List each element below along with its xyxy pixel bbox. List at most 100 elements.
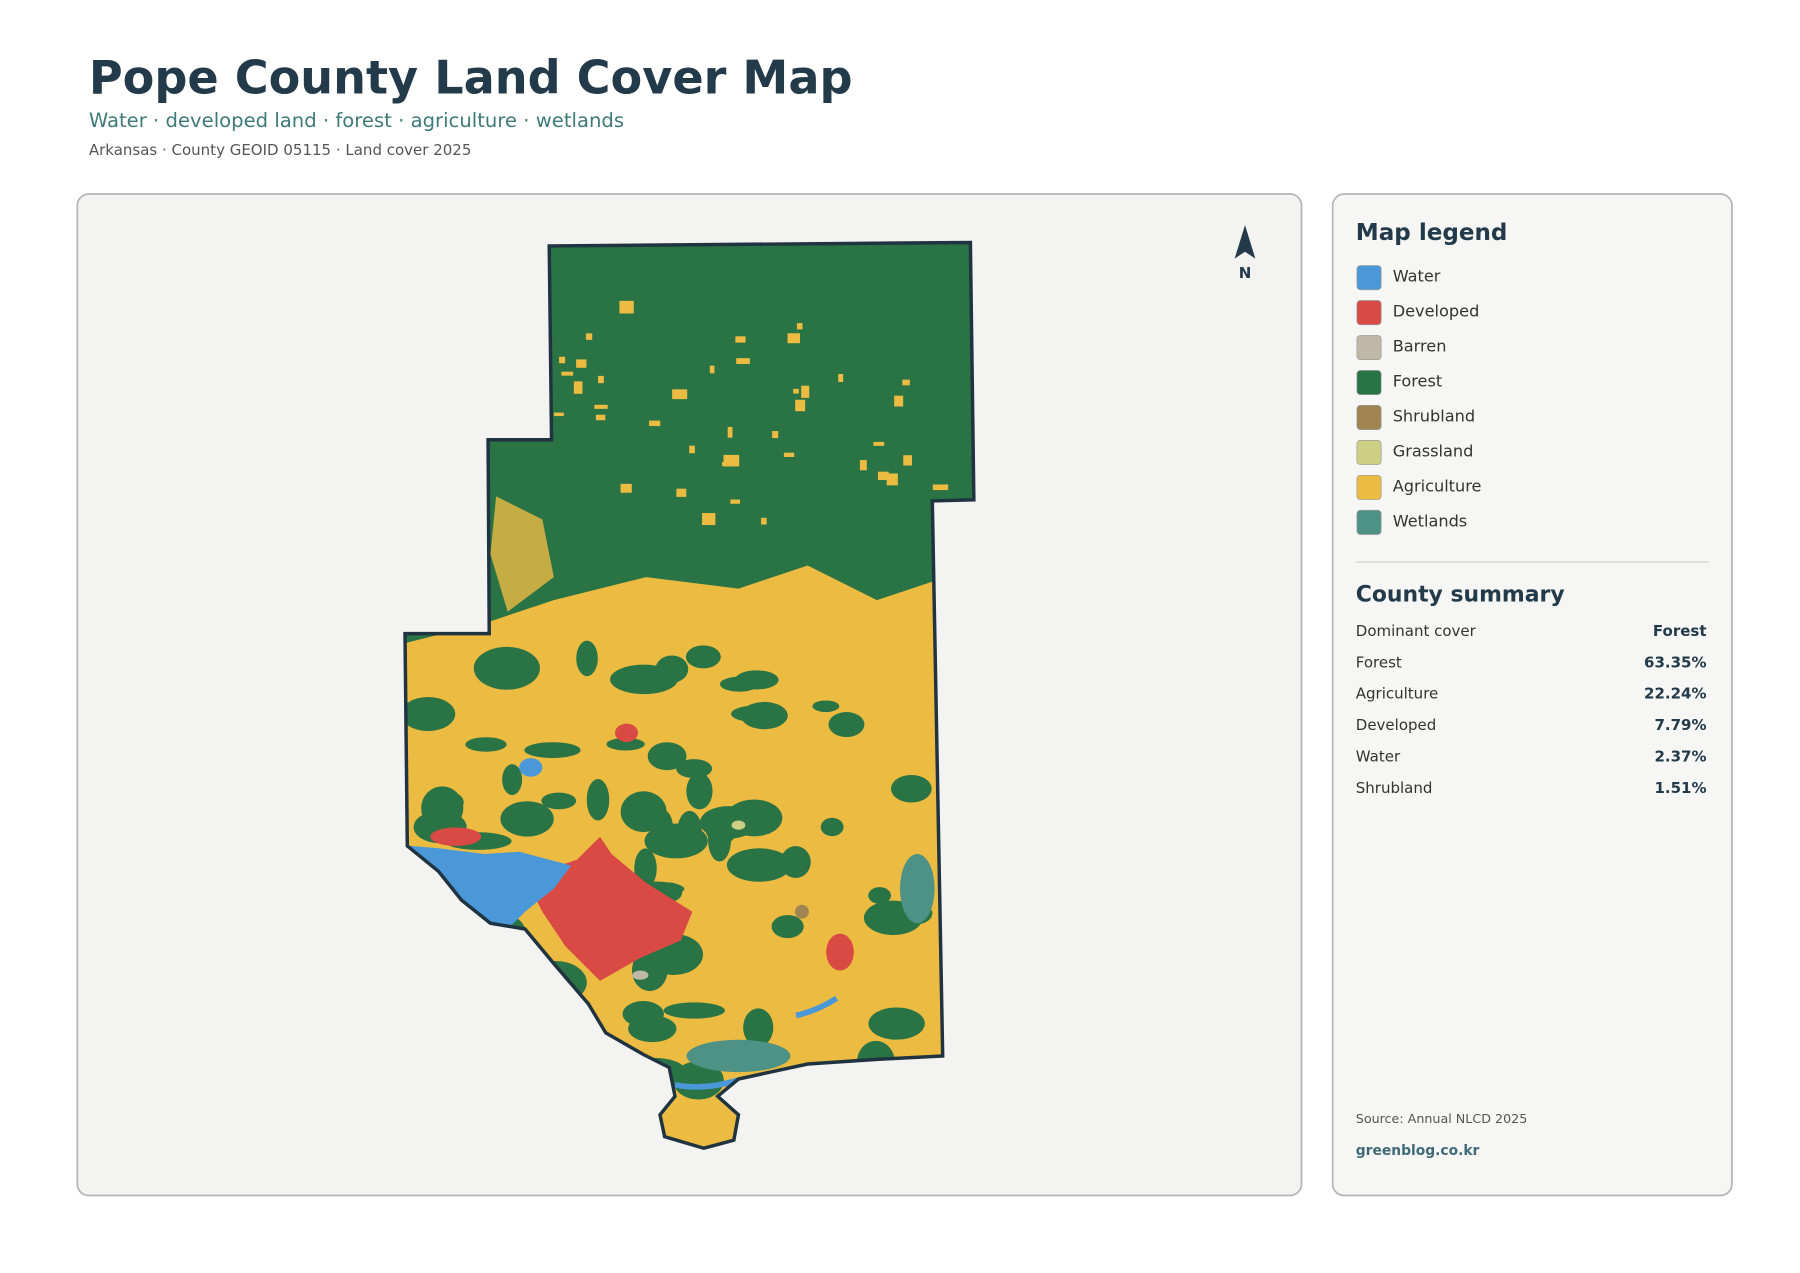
legend-label: Developed [1393,302,1480,321]
forest-patch [868,887,892,904]
summary-title: County summary [1356,582,1565,607]
forest-patch [606,737,645,751]
forest-patch [725,799,783,837]
legend-title: Map legend [1356,220,1508,246]
agriculture-patch [903,455,913,466]
legend-swatch [1356,370,1382,395]
summary: Dominant cover Forest Forest 63.35% Agricult… [1356,622,1707,797]
forest-patch [647,742,687,771]
agriculture-patch [787,333,800,344]
agriculture-patch [561,371,574,376]
legend-swatch [1356,439,1382,465]
agriculture-patch [793,388,799,394]
agriculture-patch [801,385,810,398]
forest-patch [663,1002,725,1019]
forest-patch [673,1061,724,1100]
legend-label: Barren [1393,337,1447,356]
forest-patch [780,846,811,878]
legend-label: Wetlands [1393,511,1468,530]
forest-patch [890,775,932,803]
north-label: N [1239,264,1252,282]
summary-value: Forest [1653,622,1707,640]
agriculture-patch [723,454,740,467]
forest-patch [719,676,759,692]
developed-east [826,933,854,971]
water-creek [795,995,839,1019]
agriculture-patch [873,441,885,446]
county-outline [403,240,976,1151]
forest-patch [820,817,844,837]
summary-label: Shrubland [1356,779,1433,797]
summary-label: Dominant cover [1356,622,1477,640]
agriculture-patch [649,420,661,427]
legend-label: Grassland [1393,442,1474,461]
agriculture-patch [795,399,806,412]
forest-patch [726,848,792,882]
agriculture-north [490,496,554,612]
agriculture-patch [730,499,741,504]
developed-north [615,723,639,743]
legend-swatch [1356,509,1382,535]
forest-patch [610,664,678,695]
summary-label: Agriculture [1356,685,1439,703]
agriculture-patch [559,356,566,364]
agriculture-patch [619,300,634,314]
summary-label: Forest [1356,653,1402,671]
forest-patch [620,791,667,833]
water-pond [519,758,543,777]
forest-patch [676,759,713,779]
wetland-east [900,854,935,924]
agriculture-patch [594,404,608,409]
agriculture-patch [772,431,779,439]
forest-patch [421,786,464,830]
water-lake [404,844,572,929]
agriculture-patch [620,483,632,493]
summary-label: Developed [1356,716,1437,734]
summary-value: 1.51% [1654,779,1706,797]
agriculture-patch [573,381,583,394]
agriculture-patch [761,517,767,525]
forest-patch [685,645,721,669]
legend-swatch [1356,265,1382,291]
summary-value: 2.37% [1654,747,1706,765]
agriculture-patch [598,375,604,384]
forest-patch [502,764,523,796]
agriculture-patch [783,452,795,457]
agriculture-patch [595,414,606,421]
forest-patch [644,823,708,859]
agriculture-patch [838,373,844,383]
agriculture-patch [727,426,733,438]
shrub-patch [795,904,809,919]
site: greenblog.co.kr [1356,1143,1480,1159]
title: Pope County Land Cover Map [89,51,853,105]
agriculture-patch [859,460,867,471]
agriculture-patch [676,488,687,497]
north-arrow [1234,225,1256,259]
summary-label: Water [1356,747,1401,765]
agriculture-patch [702,513,716,526]
agriculture-patch [886,473,898,486]
legend-label: Forest [1393,372,1443,391]
developed-city [525,836,693,981]
water-river [674,1077,740,1090]
agriculture-patch [576,359,587,368]
forest-patch [465,737,507,752]
legend-label: Shrubland [1393,407,1475,426]
wetland-area [686,1039,791,1073]
legend-label: Agriculture [1393,476,1482,495]
agriculture-patch [736,358,750,364]
agriculture-patch [672,389,688,400]
agriculture-patch [553,412,564,417]
source: Source: Annual NLCD 2025 [1356,1111,1528,1126]
forest-patch [812,700,840,713]
barren-patch [632,970,649,980]
developed-west [430,827,482,846]
agriculture-patch [902,379,910,386]
subtitle: Water · developed land · forest · agricu… [89,109,624,132]
forest-patch [731,705,784,723]
forest-patch [708,817,732,862]
meta: Arkansas · County GEOID 05115 · Land cov… [89,141,472,159]
legend-label: Water [1393,267,1441,286]
forest-patch [541,792,577,810]
summary-value: 7.79% [1654,716,1706,734]
